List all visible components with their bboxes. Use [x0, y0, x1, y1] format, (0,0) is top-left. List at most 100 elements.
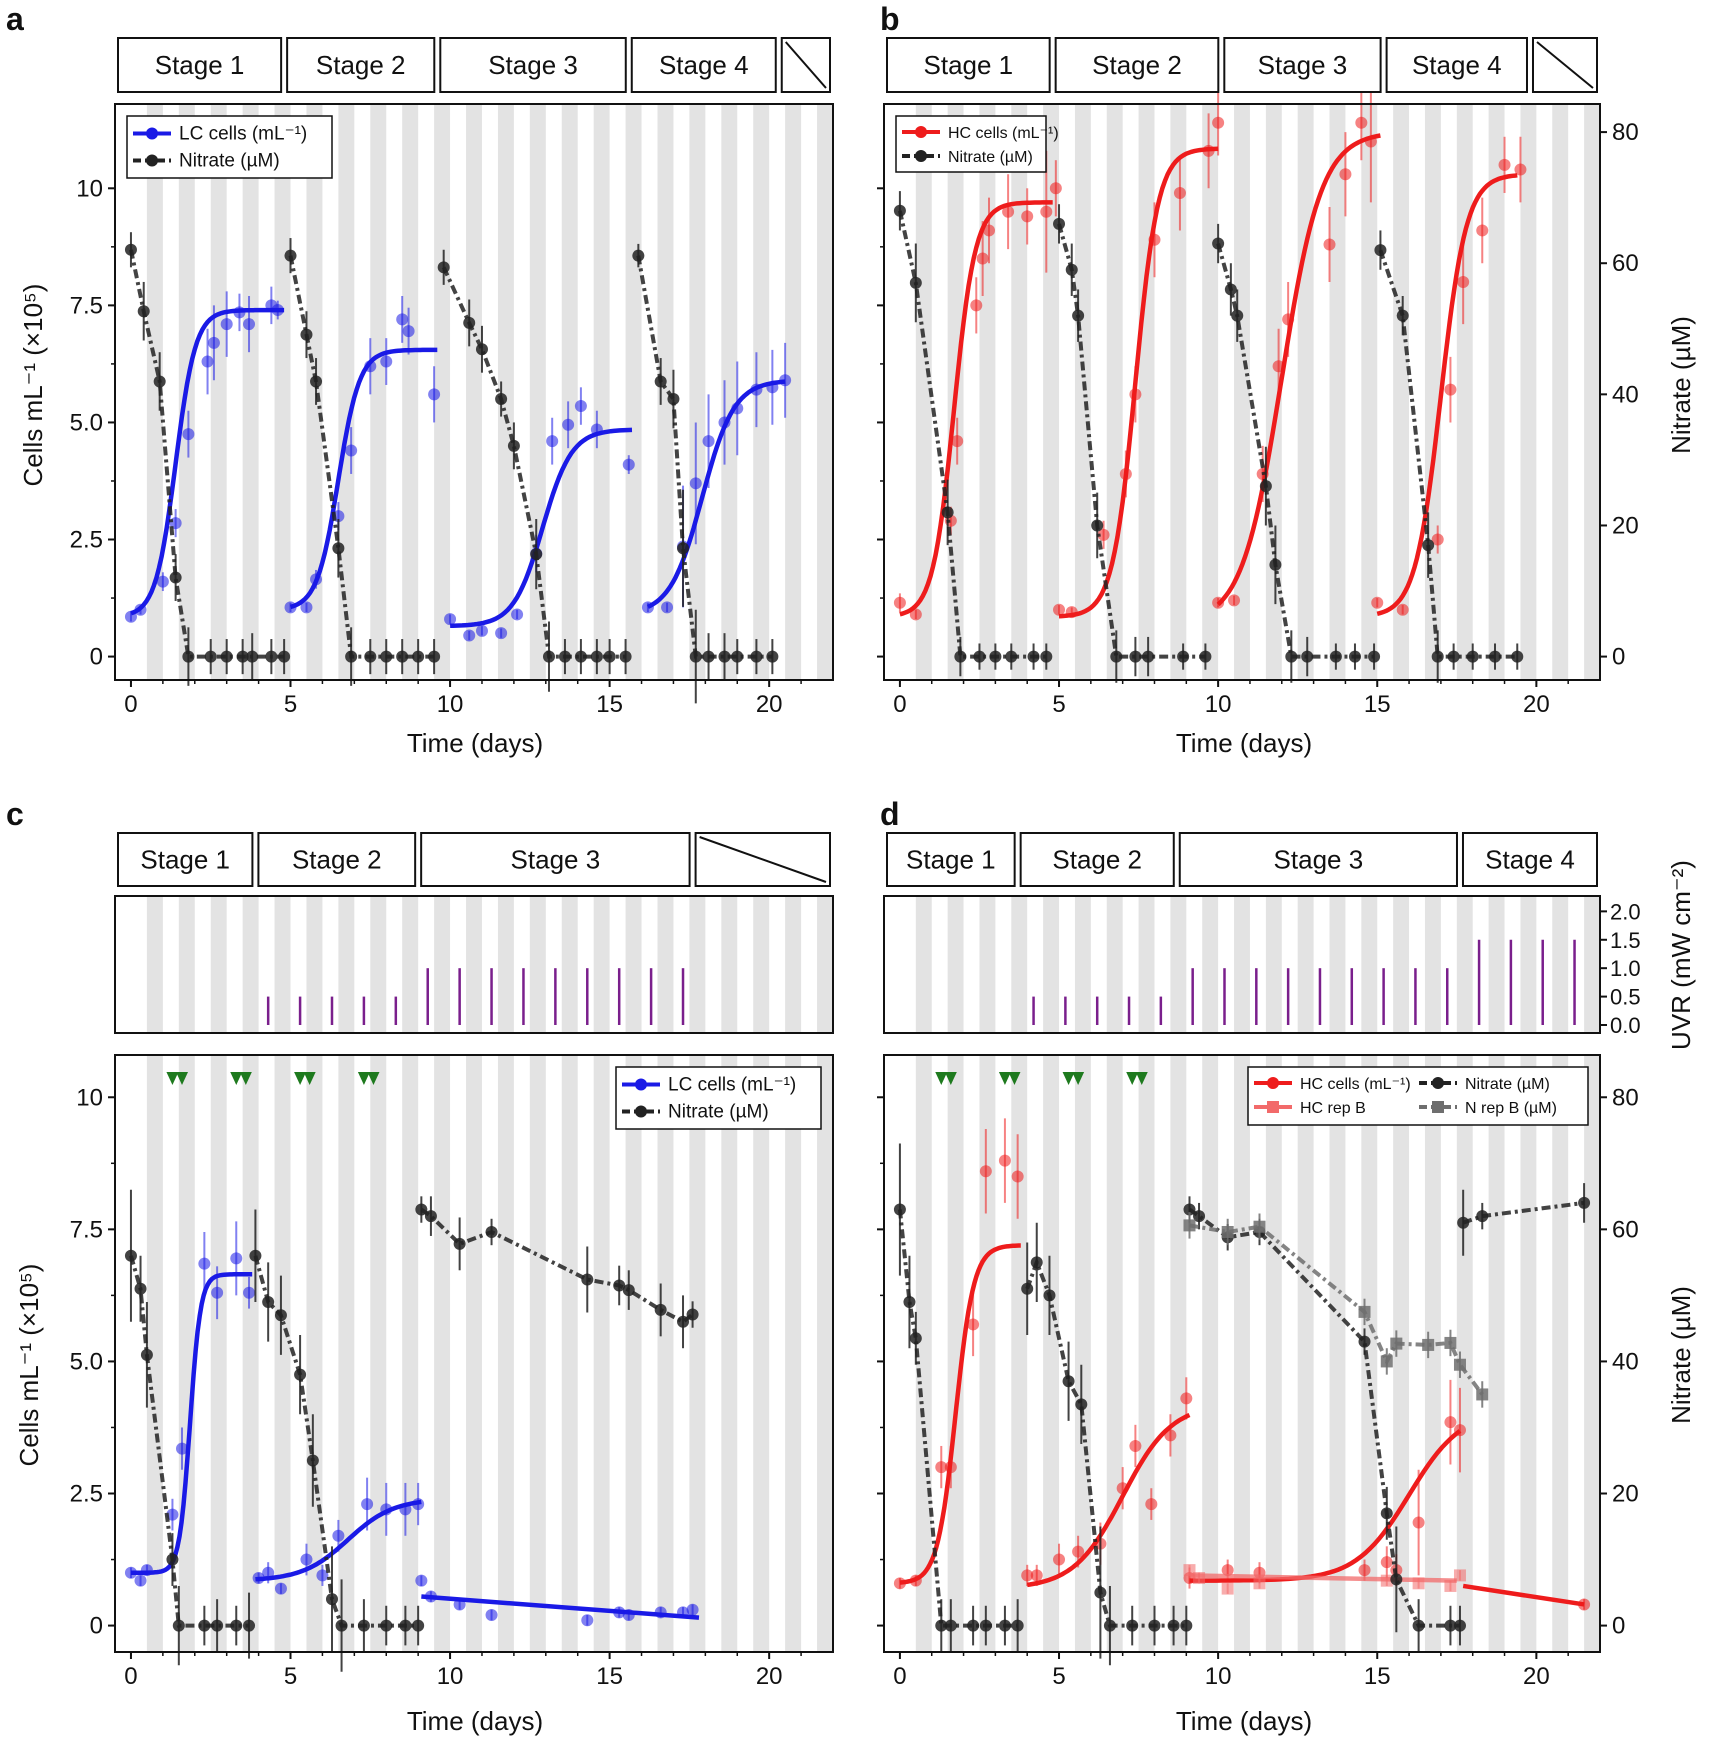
data-point-b — [1228, 594, 1241, 607]
frames-layer: Stage 1 Stage 2 Stage 3 Stage 4 0 5 10 15 20 0 2.5… — [70, 37, 1641, 1690]
x-tick-label-d: 20 — [1523, 1663, 1550, 1690]
data-point-b — [1110, 650, 1123, 663]
dark-period-band-uvr-c — [210, 896, 227, 1033]
data-point-a — [689, 650, 702, 663]
dark-period-band-main-d — [1265, 1055, 1282, 1652]
legend-marker-a — [146, 127, 158, 140]
dark-period-band-uvr-d — [1424, 896, 1441, 1033]
data-point-c — [166, 1508, 179, 1521]
data-point-d — [903, 1295, 916, 1308]
data-point-d — [1072, 1545, 1085, 1558]
data-point-a — [562, 418, 575, 431]
dark-period-band-uvr-c — [466, 896, 482, 1033]
legend-marker-c — [635, 1078, 647, 1091]
panel-label-c: c — [6, 796, 24, 832]
data-point-b — [1148, 233, 1161, 246]
dark-period-band-uvr-d — [1361, 896, 1378, 1033]
dark-period-band-uvr-c — [657, 896, 674, 1033]
data-point-a — [380, 355, 393, 368]
dark-period-band-main-d — [979, 1055, 996, 1652]
data-point-d — [1380, 1556, 1393, 1569]
data-point-b — [1177, 650, 1190, 663]
data-point-b — [1466, 650, 1479, 663]
treatment-marker-c — [367, 1072, 380, 1085]
data-point-c — [686, 1603, 699, 1616]
x-tick-label-a: 10 — [437, 691, 464, 718]
data-point-d — [1453, 1619, 1466, 1632]
legend-label-b: Nitrate (µM) — [948, 149, 1033, 166]
data-point-d — [1116, 1482, 1129, 1495]
data-point-b — [1301, 650, 1314, 663]
stage-box-b-1 — [886, 37, 1051, 93]
data-point-b — [1498, 158, 1511, 171]
dark-period-band-main-b — [1393, 104, 1410, 680]
y-tick-label-c: 7.5 — [70, 1216, 103, 1243]
data-point-d — [1062, 1375, 1075, 1388]
data-point-b — [1129, 650, 1142, 663]
plot-frame-c — [114, 1054, 834, 1653]
data-point-c — [361, 1498, 374, 1511]
data-point-a — [428, 650, 441, 663]
data-point-d — [967, 1619, 980, 1632]
panel-label-d: d — [880, 796, 900, 832]
dark-period-band-main-d — [915, 1055, 932, 1652]
dark-period-band-uvr-c — [721, 896, 738, 1033]
stage-box-d-3 — [1178, 832, 1458, 887]
x-tick-label-b: 10 — [1205, 691, 1232, 718]
dark-period-band-main-b — [1202, 104, 1219, 680]
data-point-c — [485, 1225, 498, 1238]
dark-period-band-main-c — [625, 1055, 642, 1652]
data-point-square-d — [1444, 1336, 1457, 1349]
data-point-d — [944, 1461, 957, 1474]
dark-period-band-main-c — [529, 1055, 546, 1652]
stage-label-d-4: Stage 4 — [1485, 845, 1575, 875]
data-point-d — [1183, 1203, 1196, 1216]
data-point-c — [211, 1619, 224, 1632]
data-point-b — [1202, 144, 1215, 157]
dark-period-band-main-c — [497, 1055, 514, 1652]
legend-marker-b — [915, 150, 927, 162]
uvr-tick-label-d: 2.0 — [1610, 899, 1641, 924]
stage-diagonal-c — [699, 836, 827, 883]
data-point-c — [249, 1249, 262, 1262]
x-tick-label-a: 0 — [124, 691, 137, 718]
right-tick-label-b: 60 — [1612, 250, 1639, 277]
nitrate-line-b — [1057, 223, 1206, 659]
dark-period-band-main-b — [1170, 104, 1187, 680]
data-point-c — [453, 1598, 466, 1611]
data-point-d — [1380, 1507, 1393, 1520]
dark-period-band-main-c — [561, 1055, 578, 1652]
right-axis-label-d: Nitrate (µM) — [1666, 1286, 1696, 1424]
legend-marker-d — [1267, 1101, 1279, 1113]
plot-frame-d — [883, 1054, 1601, 1653]
legend-marker-d — [1432, 1077, 1444, 1089]
dark-period-band-uvr-d — [915, 896, 932, 1033]
x-tick-label-b: 5 — [1052, 691, 1065, 718]
data-point-d — [1457, 1216, 1470, 1229]
data-point-d — [1094, 1586, 1107, 1599]
treatment-marker-d — [1135, 1072, 1148, 1085]
dark-period-band-main-d — [1488, 1055, 1505, 1652]
data-point-a — [207, 336, 220, 349]
dark-period-band-main-a — [689, 104, 706, 680]
data-point-c — [581, 1273, 594, 1286]
x-tick-label-d: 10 — [1205, 1663, 1232, 1690]
stage-label-a-3: Stage 3 — [488, 50, 578, 80]
stage-label-a-4: Stage 4 — [659, 50, 749, 80]
data-point-b — [951, 435, 964, 448]
dark-period-band-main-a — [402, 104, 419, 680]
dark-period-band-main-a — [210, 104, 227, 680]
y-tick-label-a: 5.0 — [70, 409, 103, 436]
legend-marker-a — [146, 154, 158, 167]
data-point-b — [1368, 650, 1381, 663]
data-point-d — [1193, 1210, 1206, 1223]
stage-box-d-4 — [1461, 832, 1598, 887]
data-point-a — [677, 542, 690, 555]
dark-period-band-main-a — [466, 104, 482, 680]
data-point-b — [1323, 238, 1336, 251]
dark-period-band-main-c — [178, 1055, 195, 1652]
data-point-square-d — [1453, 1569, 1466, 1582]
data-point-b — [1002, 205, 1015, 218]
data-point-a — [574, 400, 587, 413]
data-point-d — [893, 1203, 906, 1216]
